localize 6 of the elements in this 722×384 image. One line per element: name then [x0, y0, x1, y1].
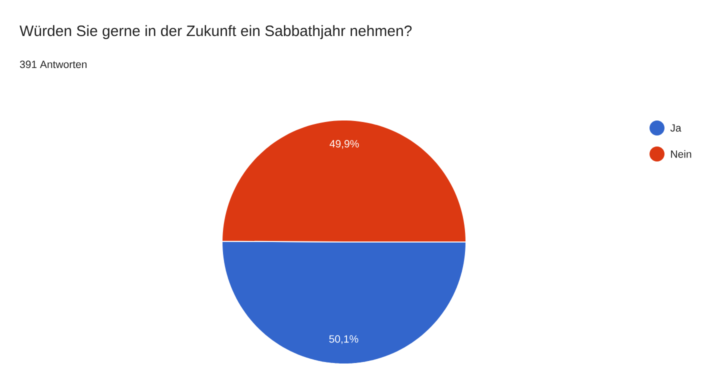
- legend-label: Ja: [670, 124, 682, 132]
- legend-label: Nein: [671, 150, 692, 158]
- data-label: 49,9%: [330, 140, 359, 149]
- chart-title: Würden Sie gerne in der Zukunft ein Sabbathjahr nehmen?: [20, 25, 412, 40]
- data-label: 50,1%: [329, 335, 358, 344]
- text: 391 Antworten: [20, 60, 87, 68]
